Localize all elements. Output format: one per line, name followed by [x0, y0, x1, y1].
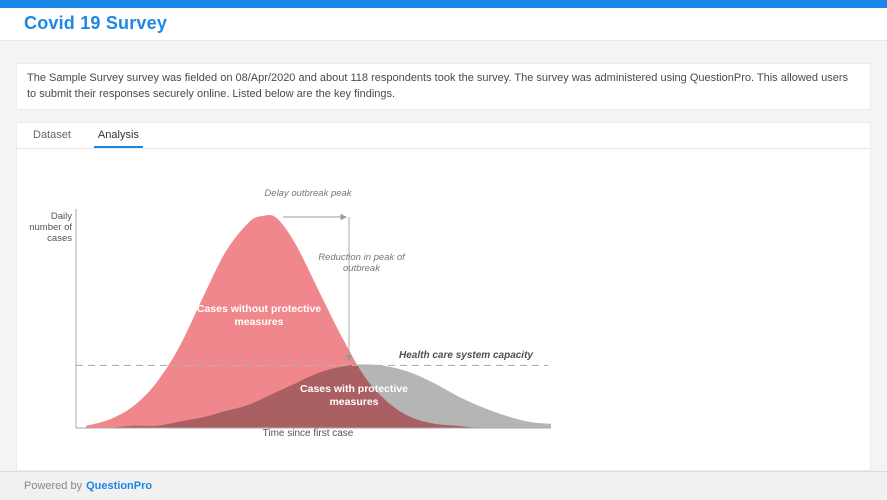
capacity-line-label: Health care system capacity	[399, 350, 533, 361]
page-header: Covid 19 Survey	[0, 8, 887, 41]
x-axis-label: Time since first case	[262, 428, 354, 439]
annotation-reduction-in-peak: Reduction in peak of outbreak	[318, 252, 405, 274]
brand-top-bar	[0, 0, 887, 8]
tab-bar: Dataset Analysis	[17, 123, 870, 149]
delay-arrow-head	[340, 213, 347, 221]
chart-canvas	[75, 209, 552, 429]
reduction-arrow-head	[345, 355, 353, 362]
flatten-the-curve-chart: Daily number of cases Delay outbreak pea…	[29, 184, 596, 449]
report-card: Dataset Analysis Daily number of cases D…	[16, 122, 871, 471]
page-title: Covid 19 Survey	[24, 13, 168, 33]
y-axis-label: Daily number of cases	[29, 211, 72, 244]
page-footer: Powered by QuestionPro	[0, 471, 887, 500]
series-label-without-measures: Cases without protective measures	[196, 303, 322, 328]
tab-dataset[interactable]: Dataset	[33, 129, 71, 141]
tab-analysis[interactable]: Analysis	[93, 123, 143, 148]
questionpro-link[interactable]: QuestionPro	[86, 480, 153, 492]
series-label-with-measures: Cases with protective measures	[300, 383, 408, 408]
survey-summary-text: The Sample Survey survey was fielded on …	[27, 72, 848, 100]
survey-summary-card: The Sample Survey survey was fielded on …	[16, 63, 871, 110]
annotation-delay-outbreak-peak: Delay outbreak peak	[264, 188, 352, 199]
powered-by-text: Powered by	[24, 480, 83, 492]
curve-without-measures	[86, 215, 505, 428]
